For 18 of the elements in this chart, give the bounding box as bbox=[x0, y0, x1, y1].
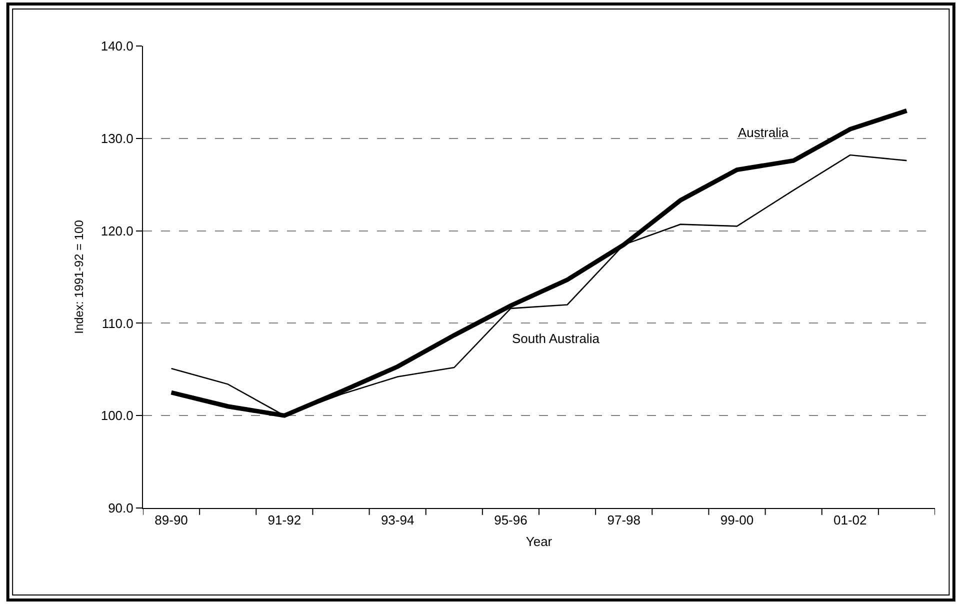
x-tick-label: 91-92 bbox=[268, 512, 302, 528]
x-tick-label: 89-90 bbox=[154, 512, 188, 528]
y-tick-label: 140.0 bbox=[100, 38, 134, 54]
series-label: South Australia bbox=[512, 331, 600, 346]
x-tick-label: 95-96 bbox=[494, 512, 528, 528]
x-tick-label: 01-02 bbox=[834, 512, 867, 528]
line-series bbox=[169, 108, 909, 418]
y-tick-label: 120.0 bbox=[100, 223, 134, 238]
y-tick-label: 110.0 bbox=[102, 316, 134, 331]
y-tick-label: 130.0 bbox=[100, 130, 134, 146]
y-axis-title: Index: 1991-92 = 100 bbox=[72, 220, 86, 334]
y-tick-label: 90.0 bbox=[108, 500, 134, 516]
series-label: Australia bbox=[738, 125, 790, 140]
y-tick-label: 100.0 bbox=[100, 408, 134, 424]
x-tick-label: 99-00 bbox=[720, 512, 754, 528]
x-axis-title: Year bbox=[526, 534, 553, 550]
x-tick-label: 93-94 bbox=[380, 512, 414, 528]
x-tick-label: 97-98 bbox=[607, 512, 640, 528]
